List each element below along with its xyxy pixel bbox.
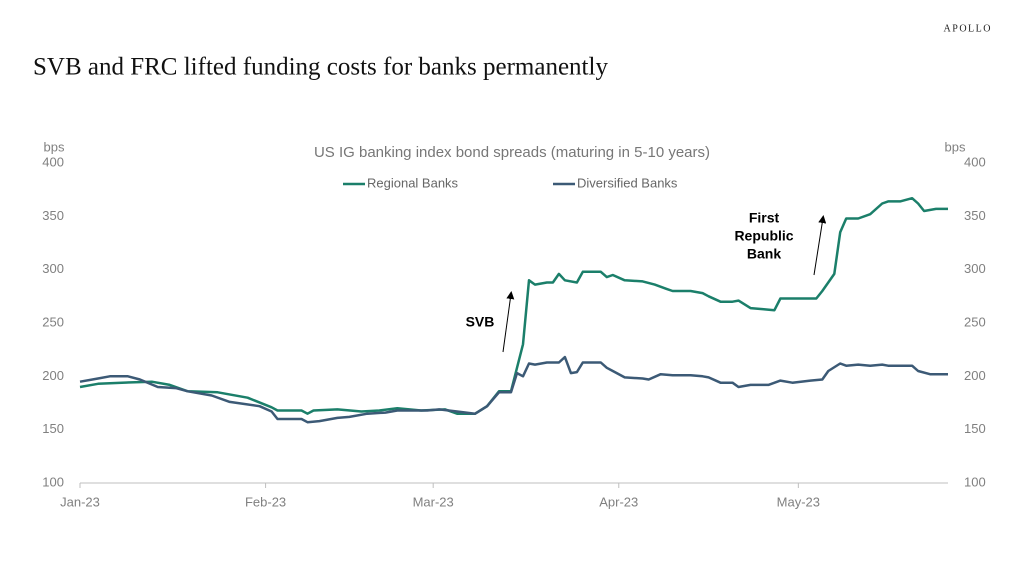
annotation: First xyxy=(749,210,780,226)
legend-label: Regional Banks xyxy=(367,175,459,190)
y2-tick-label: 300 xyxy=(964,261,986,276)
annotation-arrow xyxy=(502,291,515,353)
y-tick-label: 250 xyxy=(42,314,64,329)
y2-tick-label: 100 xyxy=(964,474,986,489)
y2-axis-label: bps xyxy=(945,139,966,154)
y-tick-label: 300 xyxy=(42,261,64,276)
annotation: Bank xyxy=(747,246,781,262)
annotation: Republic xyxy=(734,228,793,244)
y2-tick-label: 250 xyxy=(964,314,986,329)
x-tick-label: Jan-23 xyxy=(60,494,100,509)
series-line xyxy=(79,355,948,424)
x-tick-label: Apr-23 xyxy=(599,494,638,509)
y2-tick-label: 400 xyxy=(964,154,986,169)
y-axis-label: bps xyxy=(44,139,65,154)
y2-tick-label: 200 xyxy=(964,368,986,383)
y2-tick-label: 150 xyxy=(964,421,986,436)
x-tick-label: Feb-23 xyxy=(245,494,286,509)
y-tick-label: 400 xyxy=(42,154,64,169)
x-tick-label: May-23 xyxy=(777,494,820,509)
y-tick-label: 150 xyxy=(42,421,64,436)
series-line xyxy=(79,196,948,415)
y-tick-label: 100 xyxy=(42,474,64,489)
x-tick-label: Mar-23 xyxy=(413,494,454,509)
y-tick-label: 350 xyxy=(42,208,64,223)
chart-title: US IG banking index bond spreads (maturi… xyxy=(314,144,710,161)
annotation-arrow xyxy=(813,215,827,276)
annotation: SVB xyxy=(466,314,495,330)
headline: SVB and FRC lifted funding costs for ban… xyxy=(33,54,608,81)
legend-label: Diversified Banks xyxy=(577,175,678,190)
y-tick-label: 200 xyxy=(42,368,64,383)
brand: APOLLO xyxy=(944,23,992,34)
y2-tick-label: 350 xyxy=(964,208,986,223)
